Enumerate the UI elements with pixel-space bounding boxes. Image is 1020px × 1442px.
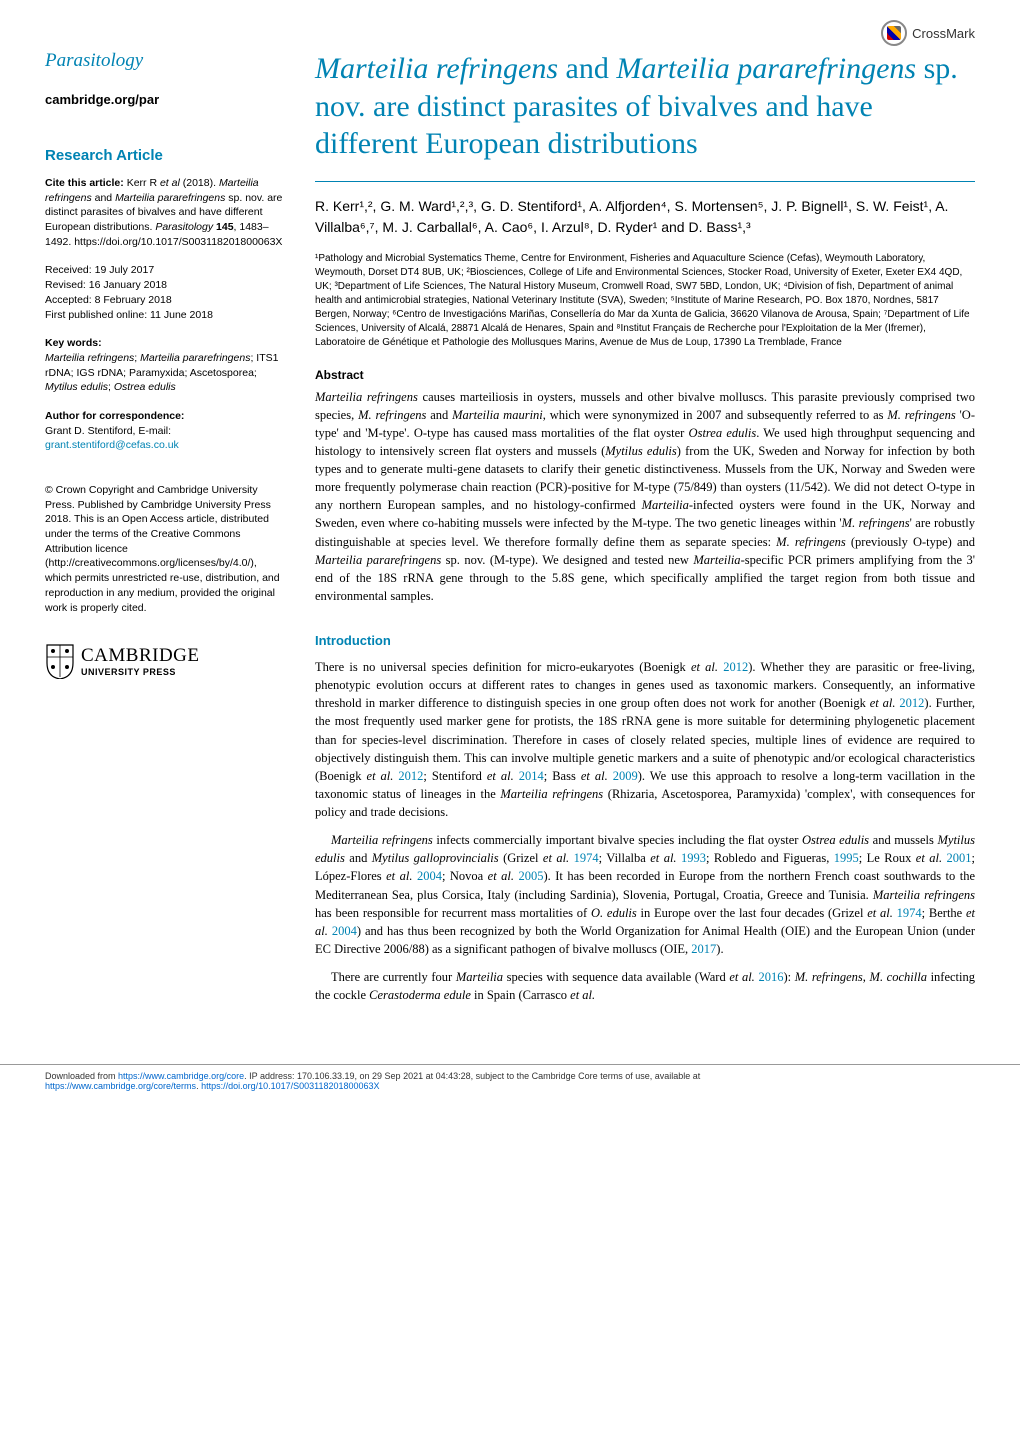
title-sp2: Marteilia pararefringens xyxy=(616,52,916,85)
author-corr-label: Author for correspondence: xyxy=(45,410,184,422)
introduction-heading: Introduction xyxy=(315,633,975,648)
abs-m: Marteilia xyxy=(642,498,689,512)
intro-para2: Marteilia refringens infects commerciall… xyxy=(315,831,975,958)
cite-journal: Parasitology xyxy=(155,221,213,233)
crossmark-label: CrossMark xyxy=(912,26,975,41)
correspondence-block: Author for correspondence: Grant D. Sten… xyxy=(45,409,285,453)
copyright-block: © Crown Copyright and Cambridge Universi… xyxy=(45,483,285,615)
keywords-block: Key words: Marteilia refringens; Marteil… xyxy=(45,336,285,395)
footer-link1[interactable]: https://www.cambridge.org/core xyxy=(118,1071,244,1081)
cambridge-text-block: CAMBRIDGE UNIVERSITY PRESS xyxy=(81,645,200,677)
abs-k: Mytilus edulis xyxy=(605,444,677,458)
footer-link3[interactable]: https://doi.org/10.1017/S003118201800063… xyxy=(201,1081,379,1091)
title-sp1: Marteilia refringens xyxy=(315,52,558,85)
cite-sp2: Marteilia pararefringens xyxy=(115,192,225,204)
abstract-text: Marteilia refringens causes marteiliosis… xyxy=(315,388,975,606)
intro-para3: There are currently four Marteilia speci… xyxy=(315,968,975,1004)
author-corr-name: Grant D. Stentiford, E-mail: xyxy=(45,425,171,437)
received-date: Received: 19 July 2017 xyxy=(45,263,285,278)
abs-e: Marteilia maurini xyxy=(452,408,543,422)
revised-date: Revised: 16 January 2018 xyxy=(45,278,285,293)
abs-i: Ostrea edulis xyxy=(689,426,757,440)
crossmark-icon xyxy=(881,20,907,46)
cambridge-sub: UNIVERSITY PRESS xyxy=(81,667,200,677)
footer-link2[interactable]: https://www.cambridge.org/core/terms xyxy=(45,1081,196,1091)
kw2: Marteilia pararefringens xyxy=(140,352,250,364)
abs-c: M. refringens xyxy=(358,408,426,422)
article-title: Marteilia refringens and Marteilia parar… xyxy=(315,50,975,163)
cambridge-logo[interactable]: CAMBRIDGE UNIVERSITY PRESS xyxy=(45,643,285,679)
accepted-date: Accepted: 8 February 2018 xyxy=(45,293,285,308)
keywords-label: Key words: xyxy=(45,337,102,349)
cite-authors: Kerr R xyxy=(127,177,160,189)
journal-name: Parasitology xyxy=(45,50,285,72)
author-corr-email[interactable]: grant.stentiford@cefas.co.uk xyxy=(45,439,179,451)
abstract-heading: Abstract xyxy=(315,368,975,382)
title-mid1: and xyxy=(558,52,616,85)
page-footer: Downloaded from https://www.cambridge.or… xyxy=(0,1064,1020,1097)
abs-f: , which were synonymized in 2007 and sub… xyxy=(543,408,888,422)
kw4: Ostrea edulis xyxy=(114,381,176,393)
title-rule xyxy=(315,181,975,182)
abs-g: M. refringens xyxy=(887,408,955,422)
footer-text1c: . IP address: 170.106.33.19, on 29 Sep 2… xyxy=(244,1071,700,1081)
cite-etal: et al xyxy=(160,177,180,189)
affiliations: ¹Pathology and Microbial Systematics The… xyxy=(315,252,975,350)
footer-text1a: Downloaded from xyxy=(45,1071,118,1081)
abs-u: Marteilia xyxy=(693,553,740,567)
abs-a: Marteilia refringens xyxy=(315,390,418,404)
journal-link[interactable]: cambridge.org/par xyxy=(45,92,285,107)
kw1: Marteilia refringens xyxy=(45,352,134,364)
abs-r: (previously O-type) and xyxy=(846,535,975,549)
kw3: Mytilus edulis xyxy=(45,381,108,393)
cite-doi[interactable]: https://doi.org/10.1017/S003118201800063… xyxy=(74,236,282,248)
dates-block: Received: 19 July 2017 Revised: 16 Janua… xyxy=(45,263,285,322)
authors-list: R. Kerr¹,², G. M. Ward¹,²,³, G. D. Stent… xyxy=(315,196,975,238)
cite-label: Cite this article: xyxy=(45,177,124,189)
crossmark-badge[interactable]: CrossMark xyxy=(881,20,975,46)
abs-t: sp. nov. (M-type). We designed and teste… xyxy=(441,553,693,567)
cambridge-main: CAMBRIDGE xyxy=(81,645,200,667)
abs-q: M. refringens xyxy=(776,535,846,549)
article-type-heading: Research Article xyxy=(45,147,285,164)
cite-vol: 145 xyxy=(213,221,233,233)
citation-block: Cite this article: Kerr R et al (2018). … xyxy=(45,176,285,249)
page-container: CrossMark Parasitology cambridge.org/par… xyxy=(0,0,1020,1044)
crossmark-inner-icon xyxy=(887,26,901,40)
abs-d: and xyxy=(426,408,452,422)
intro-para1: There is no universal species definition… xyxy=(315,658,975,821)
cite-mid: and xyxy=(92,192,115,204)
left-sidebar: Parasitology cambridge.org/par Research … xyxy=(45,50,285,1014)
main-column: Marteilia refringens and Marteilia parar… xyxy=(315,50,975,1014)
two-column-layout: Parasitology cambridge.org/par Research … xyxy=(45,50,975,1014)
cite-year: (2018). xyxy=(180,177,219,189)
abs-o: M. refringens xyxy=(842,516,910,530)
shield-icon xyxy=(45,643,75,679)
firstpub-date: First published online: 11 June 2018 xyxy=(45,308,285,323)
abs-s: Marteilia pararefringens xyxy=(315,553,441,567)
